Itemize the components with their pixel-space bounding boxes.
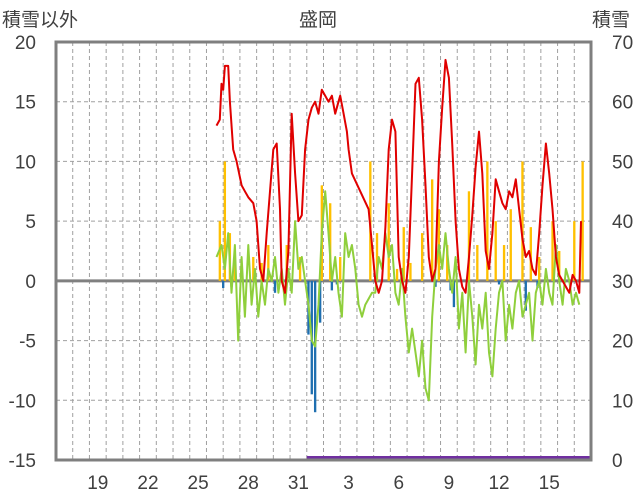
bar [223, 161, 227, 281]
bar [267, 245, 270, 281]
left-axis: 20 15 10 5 0 -5 -10 -15 [9, 33, 36, 472]
left-tick-label: 0 [25, 272, 36, 293]
chart-title: 盛岡 [299, 9, 337, 31]
right-tick-label: 10 [612, 391, 633, 412]
x-tick-label: 3 [343, 473, 354, 494]
bar [409, 262, 412, 281]
bar [318, 280, 322, 323]
left-tick-label: -10 [9, 391, 36, 412]
bar [494, 221, 497, 281]
x-tick-label: 12 [488, 473, 509, 494]
x-tick-label: 6 [393, 473, 404, 494]
x-tick-label: 9 [444, 473, 455, 494]
right-tick-label: 40 [612, 212, 633, 233]
bar [434, 280, 437, 287]
x-tick-label: 25 [188, 473, 209, 494]
right-tick-label: 60 [612, 93, 633, 114]
series-line [215, 190, 581, 402]
bar [524, 280, 527, 311]
bar [558, 251, 561, 281]
bar [298, 256, 302, 281]
x-tick-label: 28 [238, 473, 259, 494]
plot-frame [54, 40, 593, 462]
bar [395, 268, 399, 281]
left-axis-title: 積雪以外 [2, 9, 78, 31]
right-tick-label: 0 [612, 451, 623, 472]
bar [467, 191, 471, 281]
right-tick-label: 70 [612, 33, 633, 54]
left-tick-label: -5 [19, 332, 36, 353]
left-tick-label: 20 [15, 33, 36, 54]
bar [222, 280, 225, 289]
bar [339, 256, 342, 281]
bar [452, 280, 456, 308]
x-tick-label: 15 [539, 473, 560, 494]
bar [521, 161, 524, 281]
bar [252, 256, 255, 281]
bar [329, 203, 332, 281]
x-tick-label: 19 [87, 473, 108, 494]
bar [431, 179, 434, 281]
bar [529, 227, 532, 281]
bar [446, 245, 449, 281]
bar [402, 227, 405, 281]
x-axis: 19 22 25 28 31 3 6 9 12 15 [87, 473, 560, 494]
series-line [215, 58, 582, 294]
bar [330, 280, 334, 291]
bar [538, 256, 541, 281]
bar [486, 161, 489, 281]
right-tick-label: 30 [612, 272, 633, 293]
right-axis-title: 積雪 [592, 9, 630, 31]
bar [273, 280, 277, 293]
left-tick-label: 5 [25, 212, 36, 233]
right-axis: 70 60 50 40 30 20 10 0 [612, 33, 633, 472]
bar [509, 209, 512, 281]
bar [581, 161, 584, 281]
bar [497, 280, 501, 285]
x-tick-label: 22 [137, 473, 158, 494]
left-tick-label: 10 [15, 152, 36, 173]
bar [502, 245, 506, 281]
bar [551, 221, 554, 281]
bar [573, 221, 576, 281]
bar [476, 245, 479, 281]
x-tick-label: 31 [288, 473, 309, 494]
right-tick-label: 20 [612, 332, 633, 353]
line-series [215, 58, 591, 460]
bar [420, 233, 424, 281]
left-tick-label: 15 [15, 93, 36, 114]
bar [375, 233, 379, 281]
right-tick-label: 50 [612, 152, 633, 173]
left-tick-label: -15 [9, 451, 36, 472]
bar [387, 203, 390, 281]
